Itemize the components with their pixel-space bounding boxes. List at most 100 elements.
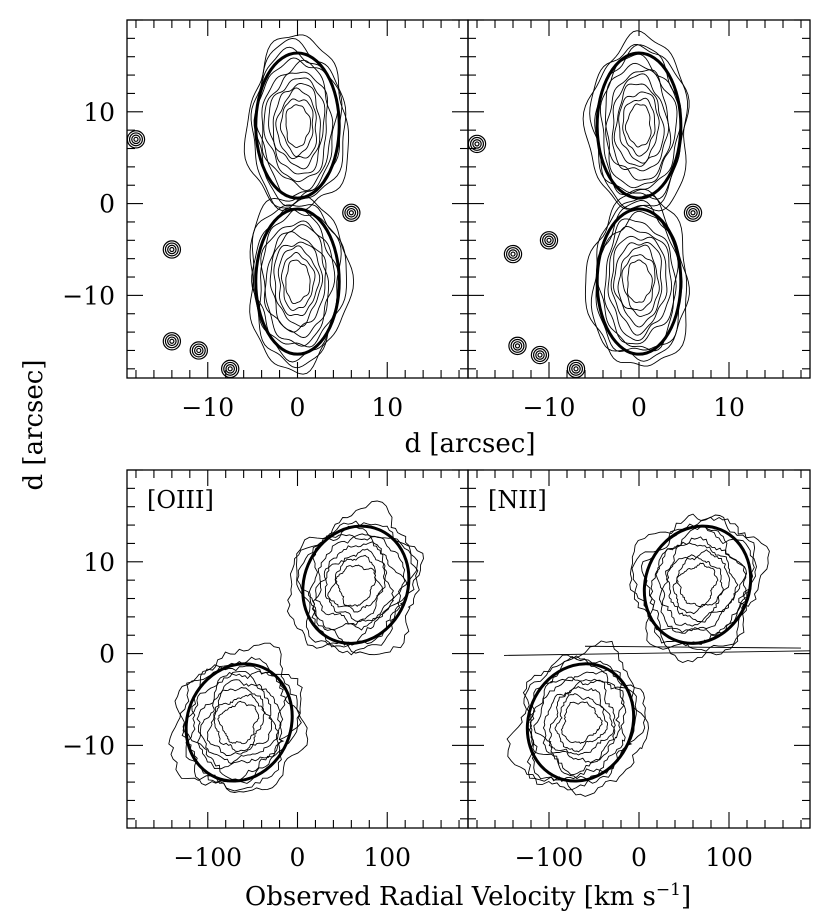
compact-source [342,203,361,222]
contour-line [261,59,334,192]
compact-source [223,361,238,376]
compact-source [227,366,233,372]
contour-line [253,46,343,207]
model-lobe-outline [254,207,341,356]
contour-line [243,34,350,211]
contour-line [542,678,616,764]
equatorial-filament [503,650,810,656]
x-tick-label: 0 [290,843,306,872]
contour-line [251,204,347,369]
contour-line [296,520,424,656]
contour-line [263,224,330,338]
contour-line [584,188,688,367]
contour-line [613,242,663,328]
contour-line [621,254,656,311]
contour-line [605,69,672,181]
contour-line [622,97,656,157]
panel-frame [126,469,469,829]
top-x-axis-title: d [arcsec] [405,429,536,459]
compact-source [573,366,579,372]
x-tick-label: 0 [631,843,647,872]
contour-line [624,103,652,148]
contour-line [273,241,324,327]
model-lobe-outline [184,662,294,783]
compact-source [133,136,139,142]
compact-source [167,244,177,255]
compact-source [683,203,703,222]
model-lobe-outline [525,662,636,783]
panel-label: [NII] [488,486,547,514]
contour-line [272,83,321,170]
contour-line [269,231,327,333]
compact-source [346,207,357,218]
x-tick-label: 0 [631,393,647,422]
panel-frame [467,469,811,829]
compact-source [470,136,485,151]
y-tick-label: 10 [83,548,115,577]
contour-line [617,244,660,317]
contour-line [280,252,316,311]
bottom-x-axis-title: Observed Radial Velocity [km s−1] [245,880,691,912]
contour-line [334,564,377,607]
contour-line [613,83,665,167]
x-tick-label: 100 [705,843,753,872]
y-tick-label: 0 [99,190,115,219]
compact-source [544,235,554,246]
contour-line [611,73,670,172]
contour-line [627,259,653,303]
y-tick-label: −10 [62,731,115,760]
x-tick-label: 100 [363,843,411,872]
y-axis-title: d [arcsec] [19,360,49,491]
compact-source [510,251,516,257]
compact-source [508,249,518,259]
compact-source [546,237,552,243]
contour-line [275,87,317,160]
contour-line [285,104,311,148]
compact-source [535,350,545,360]
compact-source [508,336,527,356]
contour-line [590,194,690,362]
compact-source [510,338,525,353]
contour-line [311,533,406,631]
contour-line [522,655,646,791]
contour-line [594,44,682,200]
compact-source [506,247,521,262]
contour-line [641,525,757,649]
contour-line [185,664,302,784]
compact-source [164,334,179,349]
contour-line [631,514,756,652]
compact-source [169,338,175,344]
contour-line [607,226,673,342]
contour-line [658,541,739,627]
x-tick-label: 10 [371,393,403,422]
contour-line [249,195,355,375]
compact-source [690,210,696,216]
compact-source [196,347,202,354]
compact-source [344,205,359,220]
panel-label: [OIII] [147,486,214,514]
y-tick-label: 10 [83,98,115,127]
contour-line [327,554,383,613]
contour-line [548,686,615,756]
compact-source [348,210,354,216]
compact-source [189,341,208,360]
contour-line [268,77,326,175]
compact-source [568,361,583,376]
contour-line [529,669,627,781]
contour-line [168,642,309,793]
contour-line [199,679,280,765]
compact-source [162,332,182,351]
y-tick-label: −10 [62,281,115,310]
x-tick-label: −100 [515,843,584,872]
compact-source [164,242,179,257]
equatorial-filament [584,645,802,649]
contour-line [286,500,420,656]
x-tick-label: 0 [290,393,306,422]
contour-line [196,671,284,770]
contour-line [582,30,688,212]
compact-source [167,336,177,347]
compact-source [514,343,521,349]
compact-source [191,343,206,358]
y-tick-label: 0 [99,640,115,669]
